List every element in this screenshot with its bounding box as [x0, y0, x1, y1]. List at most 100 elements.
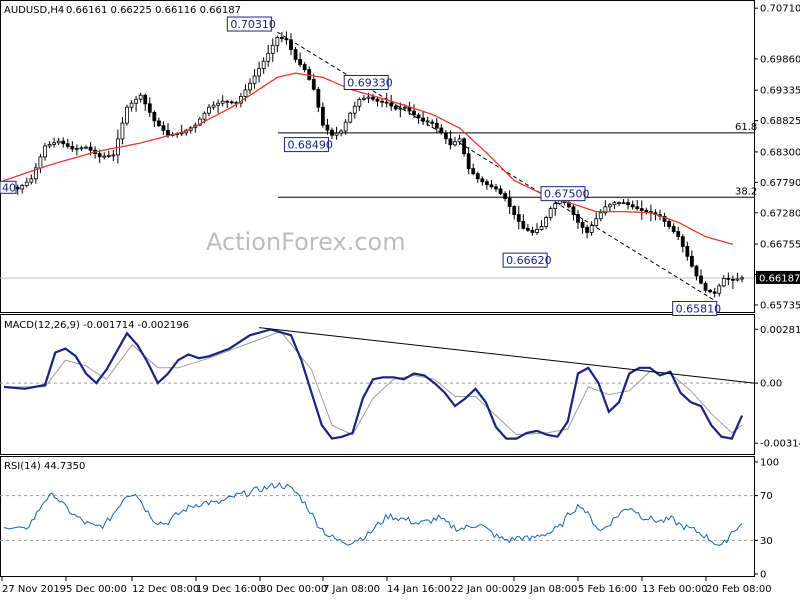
candle-body — [375, 98, 380, 102]
candle-body — [120, 122, 125, 140]
candle-body — [612, 202, 617, 206]
candle-body — [52, 142, 57, 145]
swing-low-label: 0.66620 — [506, 254, 551, 267]
candle-body — [266, 52, 271, 62]
candle-body — [275, 37, 280, 46]
candle-body — [20, 185, 25, 190]
candle-body — [421, 117, 426, 122]
candle-body — [65, 143, 70, 147]
candle-body — [480, 178, 485, 183]
candle-body — [699, 275, 703, 284]
xtick-label: 22 Jan 00:00 — [451, 584, 514, 595]
fib-level-label: 61.8 — [735, 122, 757, 133]
fib-level-label: 38.2 — [735, 186, 757, 197]
candle-body — [152, 111, 157, 122]
price-ytick-label: 0.67790 — [760, 178, 800, 189]
candle-body — [61, 140, 66, 145]
candle-body — [261, 60, 266, 70]
candle-body — [512, 206, 517, 215]
xtick-label: 29 Jan 08:00 — [514, 584, 577, 595]
candle-body — [393, 105, 398, 110]
candle-body — [712, 291, 717, 294]
candle-body — [425, 120, 430, 123]
candle-body — [216, 102, 221, 106]
macd-ytick-label: 0.00281 — [760, 325, 800, 336]
candle-body — [443, 132, 448, 140]
candle-body — [530, 229, 535, 233]
candle-body — [453, 141, 457, 146]
current-price-value: 0.66187 — [759, 273, 800, 284]
candle-body — [243, 89, 248, 97]
candle-body — [330, 129, 334, 136]
candle-body — [398, 107, 403, 110]
candle-body — [138, 94, 143, 100]
candle-body — [143, 94, 148, 105]
candle-body — [207, 106, 211, 114]
candle-body — [462, 138, 467, 155]
price-ytick-label: 0.69335 — [760, 86, 800, 97]
candle-body — [325, 124, 330, 131]
swing-high-label: 0.70310 — [230, 18, 275, 31]
candle-body — [29, 178, 34, 183]
candle-body — [644, 209, 649, 212]
xtick-label: 13 Feb 00:00 — [642, 584, 708, 595]
rsi-line — [3, 481, 743, 546]
resistance-label: 0.67500 — [544, 188, 590, 201]
candle-body — [416, 114, 421, 119]
candle-body — [630, 204, 635, 208]
candle-body — [284, 38, 289, 41]
price-ytick-label: 0.66755 — [760, 240, 800, 251]
candle-body — [680, 236, 685, 247]
candle-body — [662, 215, 667, 222]
price-panel-frame — [0, 0, 755, 313]
candle-body — [15, 187, 20, 190]
xtick-label: 30 Dec 00:00 — [260, 584, 327, 595]
candle-body — [156, 120, 161, 127]
candle-body — [598, 212, 603, 220]
candle-body — [471, 168, 476, 175]
candle-body — [248, 82, 252, 91]
candle-body — [197, 118, 202, 126]
candle-body — [343, 121, 348, 132]
xtick-label: 12 Dec 08:00 — [132, 584, 199, 595]
candle-body — [106, 155, 111, 157]
candle-body — [494, 186, 498, 190]
candle-body — [708, 289, 713, 293]
candle-body — [580, 221, 585, 228]
price-ytick-label: 0.68825 — [760, 116, 800, 127]
candle-body — [47, 143, 52, 147]
price-ytick-label: 0.68300 — [760, 147, 800, 158]
candle-body — [348, 112, 353, 123]
candle-body — [316, 88, 321, 108]
rsi-title: RSI(14) 44.7350 — [4, 461, 85, 472]
candle-body — [730, 278, 735, 281]
current-price-tag — [756, 270, 800, 284]
candle-body — [639, 208, 644, 211]
xtick-label: 5 Feb 16:00 — [578, 584, 637, 595]
candle-body — [544, 217, 549, 227]
candle-body — [535, 229, 539, 233]
resistance-label-box — [540, 186, 586, 202]
price-ytick-label: 0.65735 — [760, 300, 800, 311]
xtick-label: 20 Feb 08:00 — [706, 584, 772, 595]
candle-body — [225, 100, 230, 103]
support-label-box — [283, 137, 329, 153]
candle-body — [298, 59, 303, 65]
current-low-label-box — [672, 300, 718, 316]
candle-body — [589, 225, 594, 233]
candle-body — [389, 102, 394, 107]
candle-body — [689, 255, 694, 267]
candle-body — [603, 206, 608, 214]
candle-body — [38, 156, 43, 169]
candle-body — [79, 147, 84, 150]
candle-body — [334, 132, 339, 136]
candle-body — [270, 44, 275, 54]
candle-body — [125, 106, 129, 124]
candle-body — [621, 202, 626, 205]
candle-body — [43, 145, 47, 158]
axis-layer: 0.70710 0.69860 0.69335 0.68825 0.68300 0.677… — [1, 4, 800, 595]
candle-body — [466, 153, 471, 170]
candle-body — [717, 285, 722, 294]
candle-body — [352, 105, 357, 114]
candle-body — [166, 130, 170, 136]
